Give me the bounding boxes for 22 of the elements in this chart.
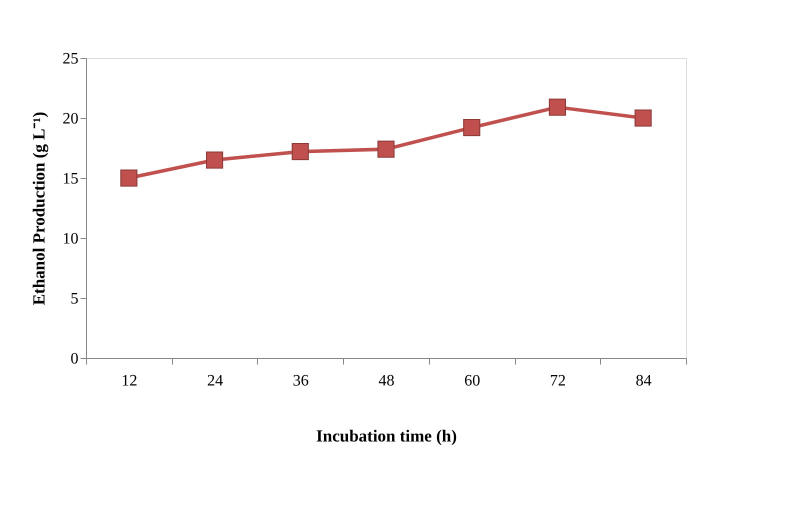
- y-tick-label: 5: [70, 290, 78, 308]
- x-tick-label: 72: [550, 372, 566, 390]
- x-axis-title: Incubation time (h): [316, 426, 457, 446]
- x-tick-label: 12: [121, 372, 138, 390]
- y-tick-label: 25: [62, 50, 78, 68]
- point: [463, 119, 480, 136]
- y-tick-label: 0: [70, 350, 78, 368]
- x-tick-label: 36: [292, 372, 309, 390]
- point: [292, 143, 309, 160]
- y-tick-label: 10: [62, 230, 78, 248]
- point: [377, 140, 395, 158]
- y-axis-title: Ethanol Production (g L⁻¹): [30, 112, 48, 306]
- x-tick-label: 84: [636, 372, 652, 390]
- point: [548, 98, 566, 116]
- x-tick-label: 48: [378, 372, 394, 390]
- x-tick-label: 24: [207, 372, 224, 390]
- point: [206, 151, 224, 169]
- y-tick-label: 15: [62, 170, 78, 188]
- x-tick-label: 60: [464, 372, 480, 390]
- point: [120, 169, 138, 187]
- point: [634, 109, 652, 127]
- y-tick-label: 20: [62, 110, 78, 128]
